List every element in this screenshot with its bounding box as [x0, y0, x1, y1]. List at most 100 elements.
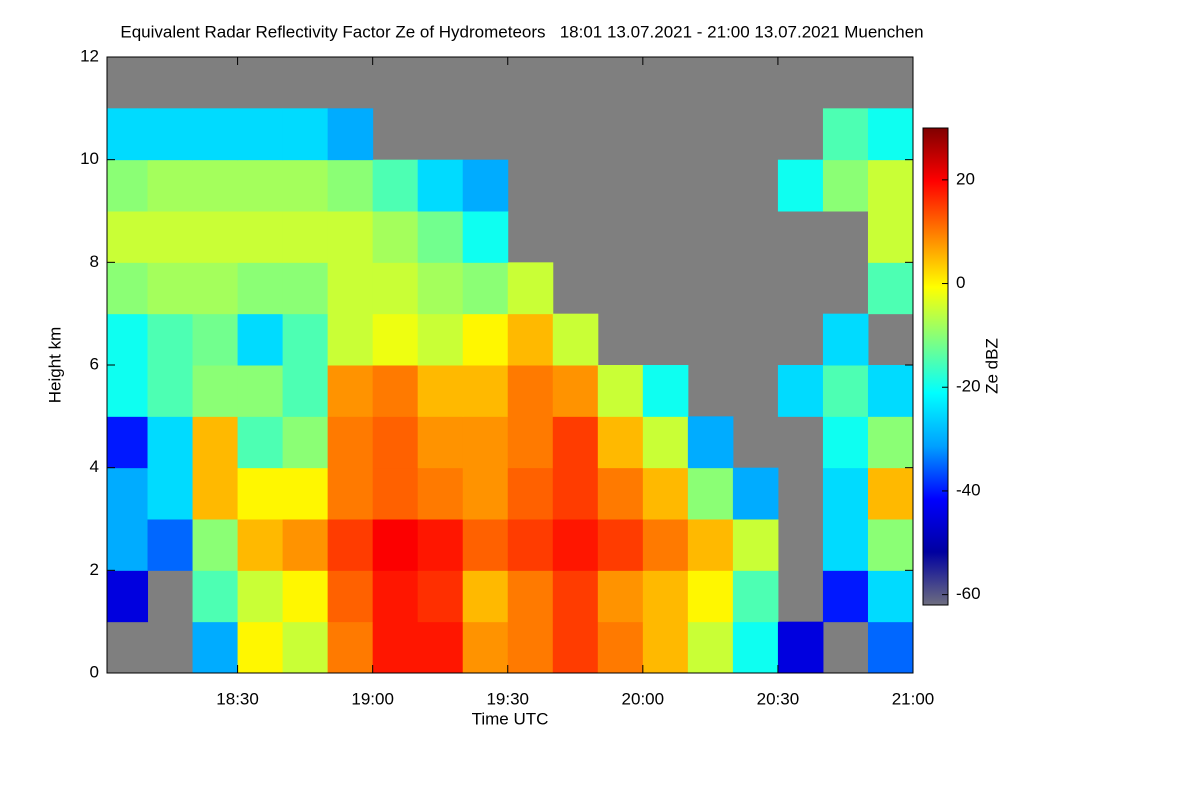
heatmap-cell	[732, 519, 779, 571]
heatmap-cell	[147, 211, 194, 263]
heatmap-cell	[867, 108, 913, 161]
heatmap-cell	[417, 416, 464, 469]
heatmap-cell	[822, 519, 869, 571]
y-tick-label: 0	[90, 662, 99, 681]
heatmap-cell	[327, 416, 374, 469]
heatmap-cell	[777, 365, 824, 417]
heatmap-cell	[867, 365, 913, 417]
heatmap-cell	[372, 365, 419, 417]
heatmap-cell	[642, 621, 689, 673]
heatmap-cell	[777, 621, 824, 673]
heatmap-cell	[417, 467, 464, 520]
heatmap-cell	[372, 621, 419, 673]
heatmap-cell	[867, 211, 913, 263]
y-tick-label: 6	[90, 354, 99, 373]
heatmap-cell	[867, 467, 913, 520]
y-tick-label: 4	[90, 457, 99, 476]
heatmap-cell	[552, 467, 599, 520]
heatmap-cell	[732, 621, 779, 673]
heatmap-cell	[867, 416, 913, 469]
y-tick-label: 2	[90, 560, 99, 579]
heatmap-cell	[507, 519, 554, 571]
heatmap-cell	[107, 365, 149, 417]
heatmap-cell	[687, 467, 734, 520]
heatmap-cell	[372, 313, 419, 366]
heatmap-cell	[462, 519, 509, 571]
heatmap-cell	[507, 570, 554, 623]
heatmap-cell	[462, 211, 509, 263]
heatmap-cell	[147, 313, 194, 366]
heatmap-cell	[462, 570, 509, 623]
x-tick-label: 20:00	[622, 689, 665, 708]
heatmap-cell	[192, 262, 239, 315]
heatmap-cell	[372, 262, 419, 315]
heatmap-cell	[237, 313, 284, 366]
colorbar-tick-label: -60	[956, 584, 981, 603]
heatmap-cell	[462, 416, 509, 469]
heatmap-cell	[462, 365, 509, 417]
y-tick-label: 10	[80, 149, 99, 168]
heatmap-cell	[642, 519, 689, 571]
heatmap-cell	[822, 416, 869, 469]
heatmap-cells	[107, 108, 913, 673]
heatmap-cell	[687, 519, 734, 571]
heatmap-cell	[372, 519, 419, 571]
heatmap-cell	[147, 159, 194, 212]
heatmap-cell	[867, 621, 913, 673]
heatmap-cell	[192, 211, 239, 263]
heatmap-cell	[192, 467, 239, 520]
heatmap-cell	[147, 365, 194, 417]
heatmap-cell	[107, 570, 149, 623]
heatmap-cell	[282, 108, 329, 161]
heatmap-cell	[867, 570, 913, 623]
heatmap-cell	[107, 467, 149, 520]
heatmap-cell	[327, 365, 374, 417]
heatmap-cell	[282, 211, 329, 263]
heatmap-cell	[327, 262, 374, 315]
heatmap-cell	[552, 621, 599, 673]
x-axis-label: Time UTC	[472, 709, 549, 728]
heatmap-cell	[642, 467, 689, 520]
heatmap-cell	[642, 416, 689, 469]
colorbar	[922, 127, 949, 606]
x-tick-label: 21:00	[892, 689, 935, 708]
y-axis-label: Height km	[45, 327, 64, 404]
heatmap-cell	[192, 365, 239, 417]
heatmap-cell	[417, 159, 464, 212]
heatmap-cell	[597, 621, 644, 673]
heatmap-cell	[237, 467, 284, 520]
heatmap-cell	[597, 416, 644, 469]
heatmap-cell	[462, 159, 509, 212]
heatmap-cell	[327, 108, 374, 161]
heatmap-cell	[597, 467, 644, 520]
colorbar-label: Ze dBZ	[982, 338, 1001, 394]
heatmap-cell	[417, 570, 464, 623]
heatmap-cell	[282, 416, 329, 469]
heatmap-cell	[867, 262, 913, 315]
heatmap-cell	[282, 467, 329, 520]
heatmap-cell	[462, 313, 509, 366]
heatmap-cell	[642, 570, 689, 623]
heatmap-cell	[147, 467, 194, 520]
heatmap-cell	[417, 313, 464, 366]
x-tick-label: 19:30	[486, 689, 529, 708]
heatmap-cell	[777, 159, 824, 212]
heatmap-cell	[192, 159, 239, 212]
heatmap-cell	[462, 621, 509, 673]
chart-title: Equivalent Radar Reflectivity Factor Ze …	[120, 22, 923, 41]
heatmap-cell	[327, 570, 374, 623]
heatmap-cell	[822, 108, 869, 161]
heatmap-cell	[417, 621, 464, 673]
heatmap-cell	[282, 313, 329, 366]
heatmap-cell	[107, 416, 149, 469]
heatmap-cell	[237, 211, 284, 263]
heatmap-cell	[687, 621, 734, 673]
heatmap-cell	[107, 211, 149, 263]
heatmap-cell	[417, 211, 464, 263]
heatmap-cell	[687, 416, 734, 469]
heatmap-cell	[462, 262, 509, 315]
colorbar-tick-label: -40	[956, 480, 981, 499]
heatmap-cell	[282, 262, 329, 315]
